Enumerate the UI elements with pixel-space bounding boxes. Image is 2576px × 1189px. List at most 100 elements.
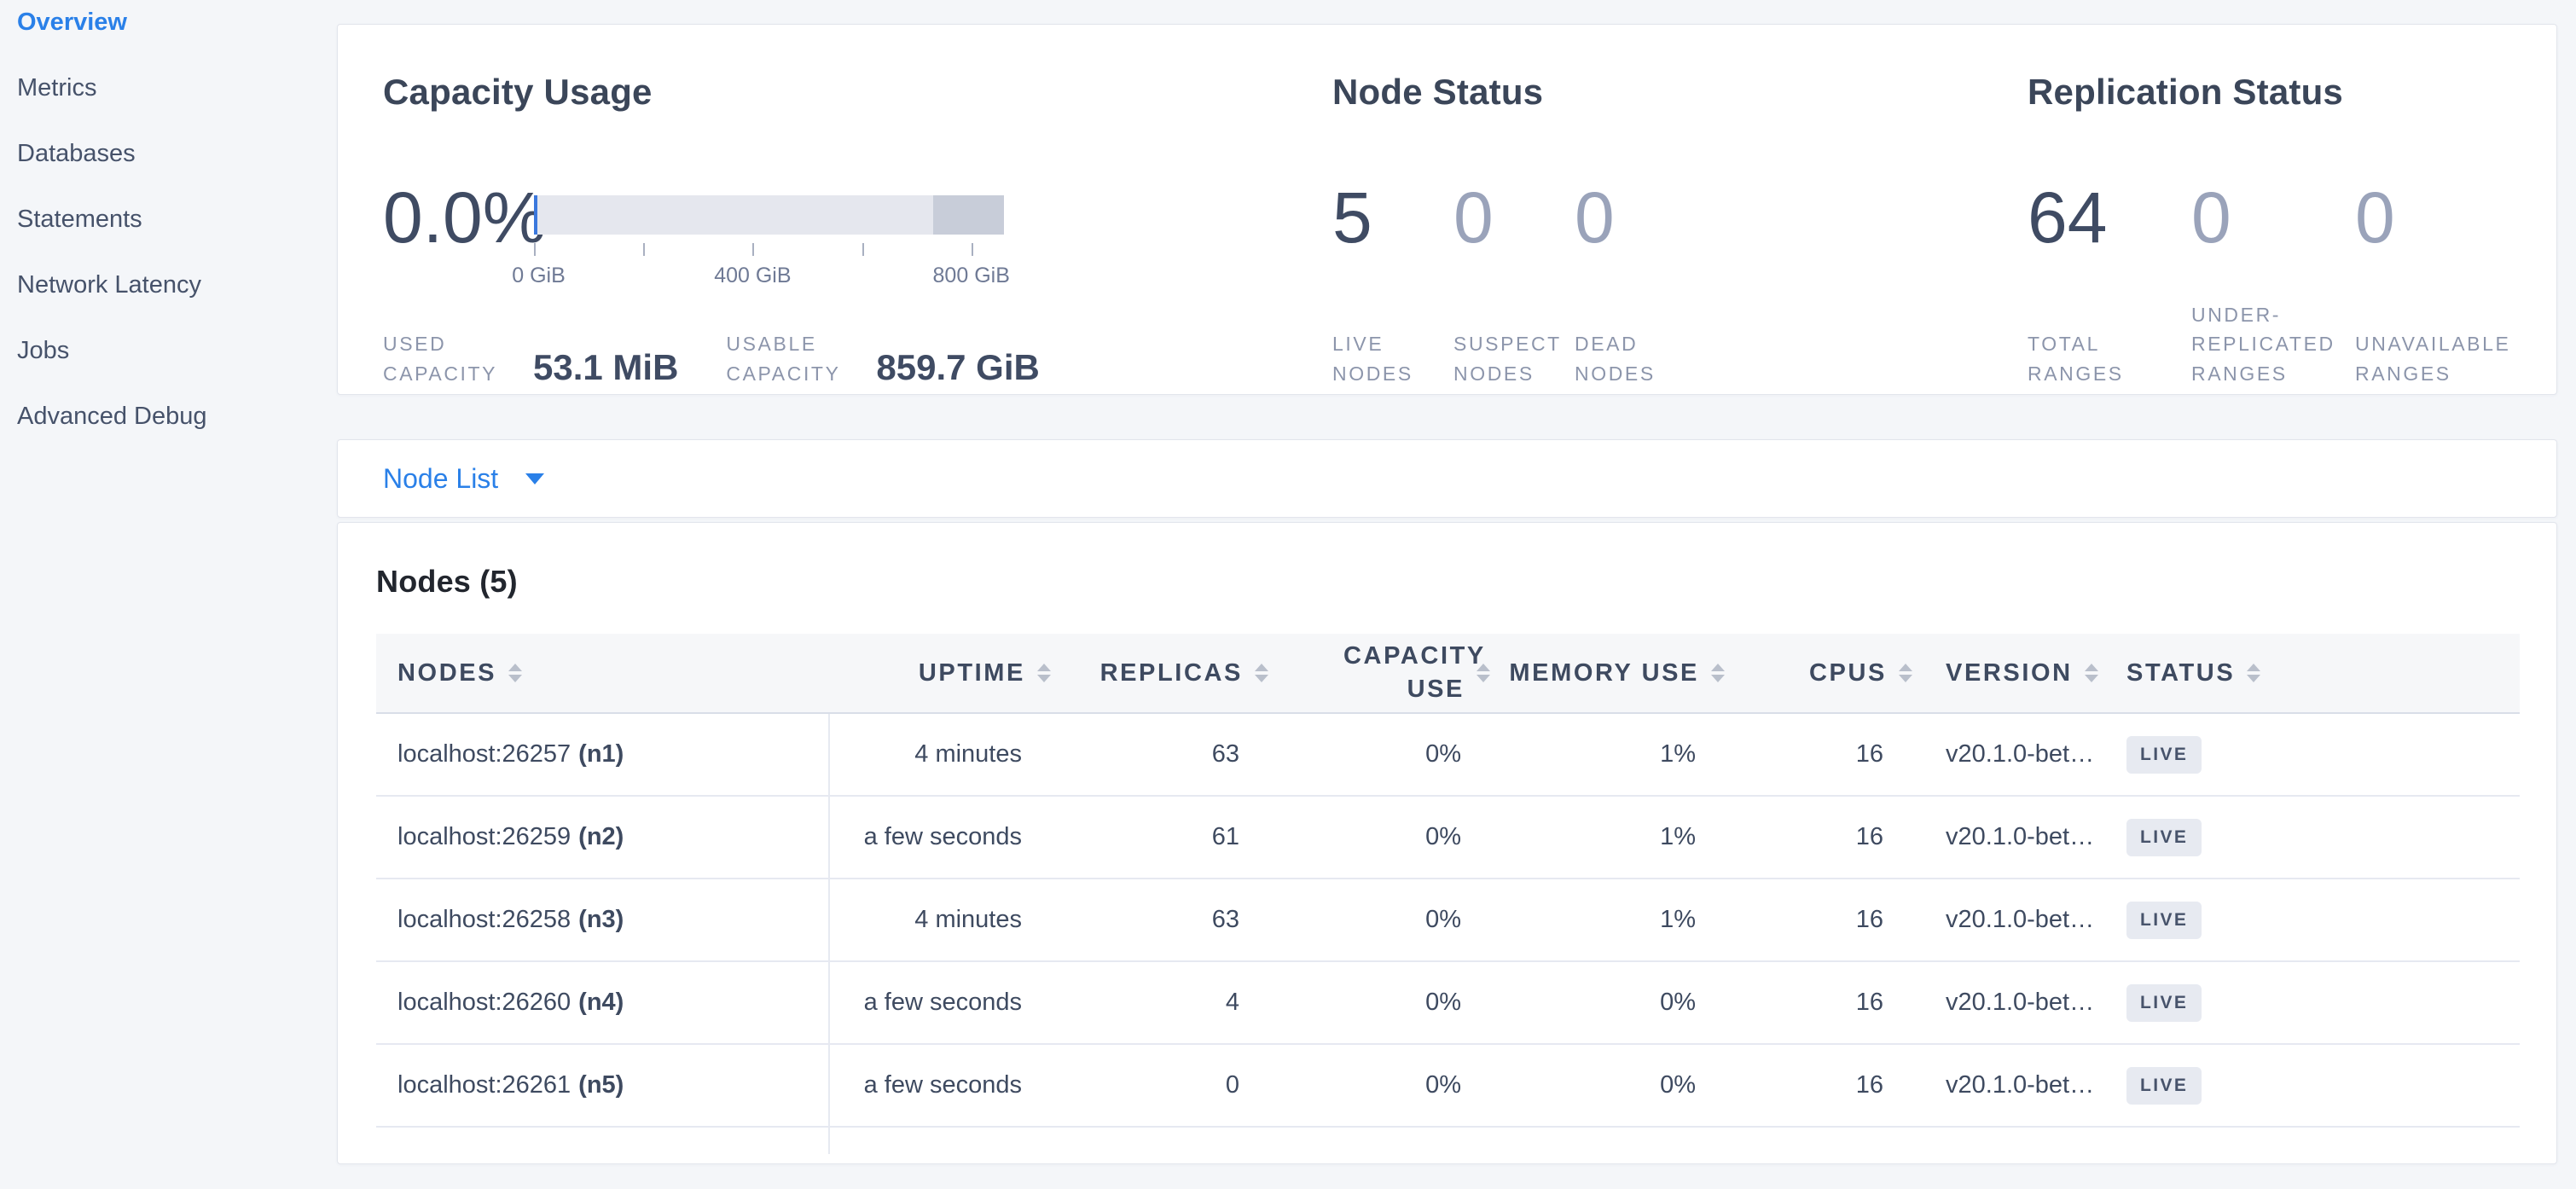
- capacity-use-cell: 0%: [1280, 713, 1502, 797]
- table-row: localhost:26258 (n3) 4 minutes 63 0% 1% 1…: [376, 879, 2520, 962]
- node-list-dropdown-label: Node List: [383, 462, 499, 494]
- node-address-cell[interactable]: localhost:26257 (n1): [376, 713, 829, 797]
- memory-use-cell: 1%: [1502, 796, 1737, 879]
- main-content: Capacity Usage 0.0% 0 GiB 400 GiB 800 Gi…: [337, 0, 2557, 1164]
- sidebar-item-advanced-debug[interactable]: Advanced Debug: [17, 403, 207, 430]
- capacity-gauge-nonusable-segment: [932, 195, 1004, 235]
- capacity-stats: USED CAPACITY 53.1 MiB USABLE CAPACITY 8…: [383, 296, 1040, 388]
- sort-icon: [1711, 664, 1725, 682]
- replication-status-section: Replication Status 64 0 0 TOTAL RANGES U…: [2028, 25, 2539, 394]
- chevron-down-icon: [525, 473, 545, 484]
- node-address-cell[interactable]: localhost:26259 (n2): [376, 796, 829, 879]
- status-badge: LIVE: [2126, 901, 2202, 939]
- nodes-table-card: Nodes (5) NODES UPTIME REPLICAS CAPACITY…: [337, 522, 2557, 1164]
- sort-icon: [2247, 664, 2261, 682]
- replicas-cell: 4: [1063, 961, 1280, 1045]
- suspect-nodes-label: SUSPECT NODES: [1453, 333, 1562, 385]
- capacity-use-cell: 0%: [1280, 879, 1502, 962]
- under-replicated-ranges-label: UNDER-REPLICATED RANGES: [2191, 303, 2335, 385]
- status-cell: LIVE: [2105, 713, 2520, 797]
- total-ranges-value: 64: [2028, 177, 2108, 258]
- sort-icon: [1477, 664, 1490, 682]
- sidebar-item-metrics[interactable]: Metrics: [17, 74, 97, 102]
- node-status-labels: LIVE NODES SUSPECT NODES DEAD NODES: [1332, 296, 1696, 388]
- sort-icon: [2084, 664, 2098, 682]
- sort-icon: [1899, 664, 1912, 682]
- capacity-use-cell: 0%: [1280, 796, 1502, 879]
- capacity-gauge-track: [534, 195, 1004, 235]
- axis-label-800gib: 800 GiB: [932, 264, 1010, 287]
- table-row: localhost:26257 (n1) 4 minutes 63 0% 1% 1…: [376, 713, 2520, 797]
- sidebar-item-overview[interactable]: Overview: [17, 9, 127, 36]
- replicas-cell: 61: [1063, 796, 1280, 879]
- table-footer-spacer: [376, 1127, 2520, 1154]
- status-cell: LIVE: [2105, 961, 2520, 1045]
- status-badge: LIVE: [2126, 983, 2202, 1022]
- uptime-cell: a few seconds: [828, 1044, 1063, 1128]
- unavailable-ranges-value: 0: [2355, 177, 2395, 258]
- capacity-gauge-used-marker: [534, 195, 537, 235]
- capacity-use-cell: 0%: [1280, 961, 1502, 1045]
- column-header-capacity-use[interactable]: CAPACITY USE: [1280, 634, 1502, 714]
- nodes-table: NODES UPTIME REPLICAS CAPACITY USE MEMOR…: [376, 634, 2520, 1154]
- capacity-use-cell: 0%: [1280, 1044, 1502, 1128]
- column-header-cpus[interactable]: CPUS: [1737, 634, 1924, 714]
- column-header-status[interactable]: STATUS: [2105, 634, 2520, 714]
- memory-use-cell: 1%: [1502, 879, 1737, 962]
- live-nodes-value: 5: [1332, 177, 1372, 258]
- node-status-values: 5 0 0: [1332, 182, 1696, 253]
- uptime-cell: 4 minutes: [828, 713, 1063, 797]
- status-cell: LIVE: [2105, 1044, 2520, 1128]
- usable-capacity-label: USABLE CAPACITY: [726, 333, 841, 385]
- memory-use-cell: 0%: [1502, 1044, 1737, 1128]
- node-address-cell[interactable]: localhost:26261 (n5): [376, 1044, 829, 1128]
- version-cell: v20.1.0-bet…: [1924, 961, 2105, 1045]
- version-cell: v20.1.0-bet…: [1924, 879, 2105, 962]
- column-header-memory-use[interactable]: MEMORY USE: [1502, 634, 1737, 714]
- nodes-table-title: Nodes (5): [376, 564, 518, 599]
- cpus-cell: 16: [1737, 796, 1924, 879]
- used-capacity-label: USED CAPACITY: [383, 333, 498, 385]
- node-address-cell[interactable]: localhost:26260 (n4): [376, 961, 829, 1045]
- sidebar-item-network-latency[interactable]: Network Latency: [17, 271, 201, 299]
- node-list-dropdown[interactable]: Node List: [337, 439, 2557, 518]
- uptime-cell: a few seconds: [828, 961, 1063, 1045]
- replication-status-title: Replication Status: [2028, 72, 2343, 112]
- node-status-title: Node Status: [1332, 72, 1544, 112]
- status-cell: LIVE: [2105, 879, 2520, 962]
- column-header-nodes[interactable]: NODES: [376, 634, 829, 714]
- version-cell: v20.1.0-bet…: [1924, 796, 2105, 879]
- uptime-cell: 4 minutes: [828, 879, 1063, 962]
- sort-icon: [1255, 664, 1268, 682]
- total-ranges-label: TOTAL RANGES: [2028, 333, 2124, 385]
- table-row: localhost:26261 (n5) a few seconds 0 0% 0…: [376, 1044, 2520, 1128]
- node-address-cell[interactable]: localhost:26258 (n3): [376, 879, 829, 962]
- uptime-cell: a few seconds: [828, 796, 1063, 879]
- sidebar-item-databases[interactable]: Databases: [17, 140, 136, 167]
- capacity-gauge-ticks: [534, 243, 1004, 257]
- table-header-row: NODES UPTIME REPLICAS CAPACITY USE MEMOR…: [376, 634, 2520, 714]
- under-replicated-ranges-value: 0: [2191, 177, 2231, 258]
- status-badge: LIVE: [2126, 818, 2202, 856]
- cluster-summary-card: Capacity Usage 0.0% 0 GiB 400 GiB 800 Gi…: [337, 24, 2557, 395]
- live-nodes-label: LIVE NODES: [1332, 333, 1413, 385]
- sort-icon: [508, 664, 523, 682]
- cpus-cell: 16: [1737, 961, 1924, 1045]
- replicas-cell: 63: [1063, 879, 1280, 962]
- column-header-uptime[interactable]: UPTIME: [829, 634, 1063, 714]
- table-row: localhost:26260 (n4) a few seconds 4 0% 0…: [376, 961, 2520, 1045]
- status-badge: LIVE: [2126, 1066, 2202, 1105]
- sidebar-item-jobs[interactable]: Jobs: [17, 337, 70, 364]
- replicas-cell: 63: [1063, 713, 1280, 797]
- table-row: localhost:26259 (n2) a few seconds 61 0% …: [376, 796, 2520, 879]
- version-cell: v20.1.0-bet…: [1924, 713, 2105, 797]
- version-cell: v20.1.0-bet…: [1924, 1044, 2105, 1128]
- used-capacity-value: 53.1 MiB: [533, 346, 679, 387]
- column-header-version[interactable]: VERSION: [1924, 634, 2105, 714]
- column-header-replicas[interactable]: REPLICAS: [1063, 634, 1280, 714]
- capacity-usage-section: Capacity Usage 0.0% 0 GiB 400 GiB 800 Gi…: [383, 25, 1321, 394]
- replication-values: 64 0 0: [2028, 182, 2519, 253]
- sidebar-item-statements[interactable]: Statements: [17, 206, 142, 233]
- replication-labels: TOTAL RANGES UNDER-REPLICATED RANGES UNA…: [2028, 296, 2519, 388]
- dead-nodes-label: DEAD NODES: [1575, 333, 1656, 385]
